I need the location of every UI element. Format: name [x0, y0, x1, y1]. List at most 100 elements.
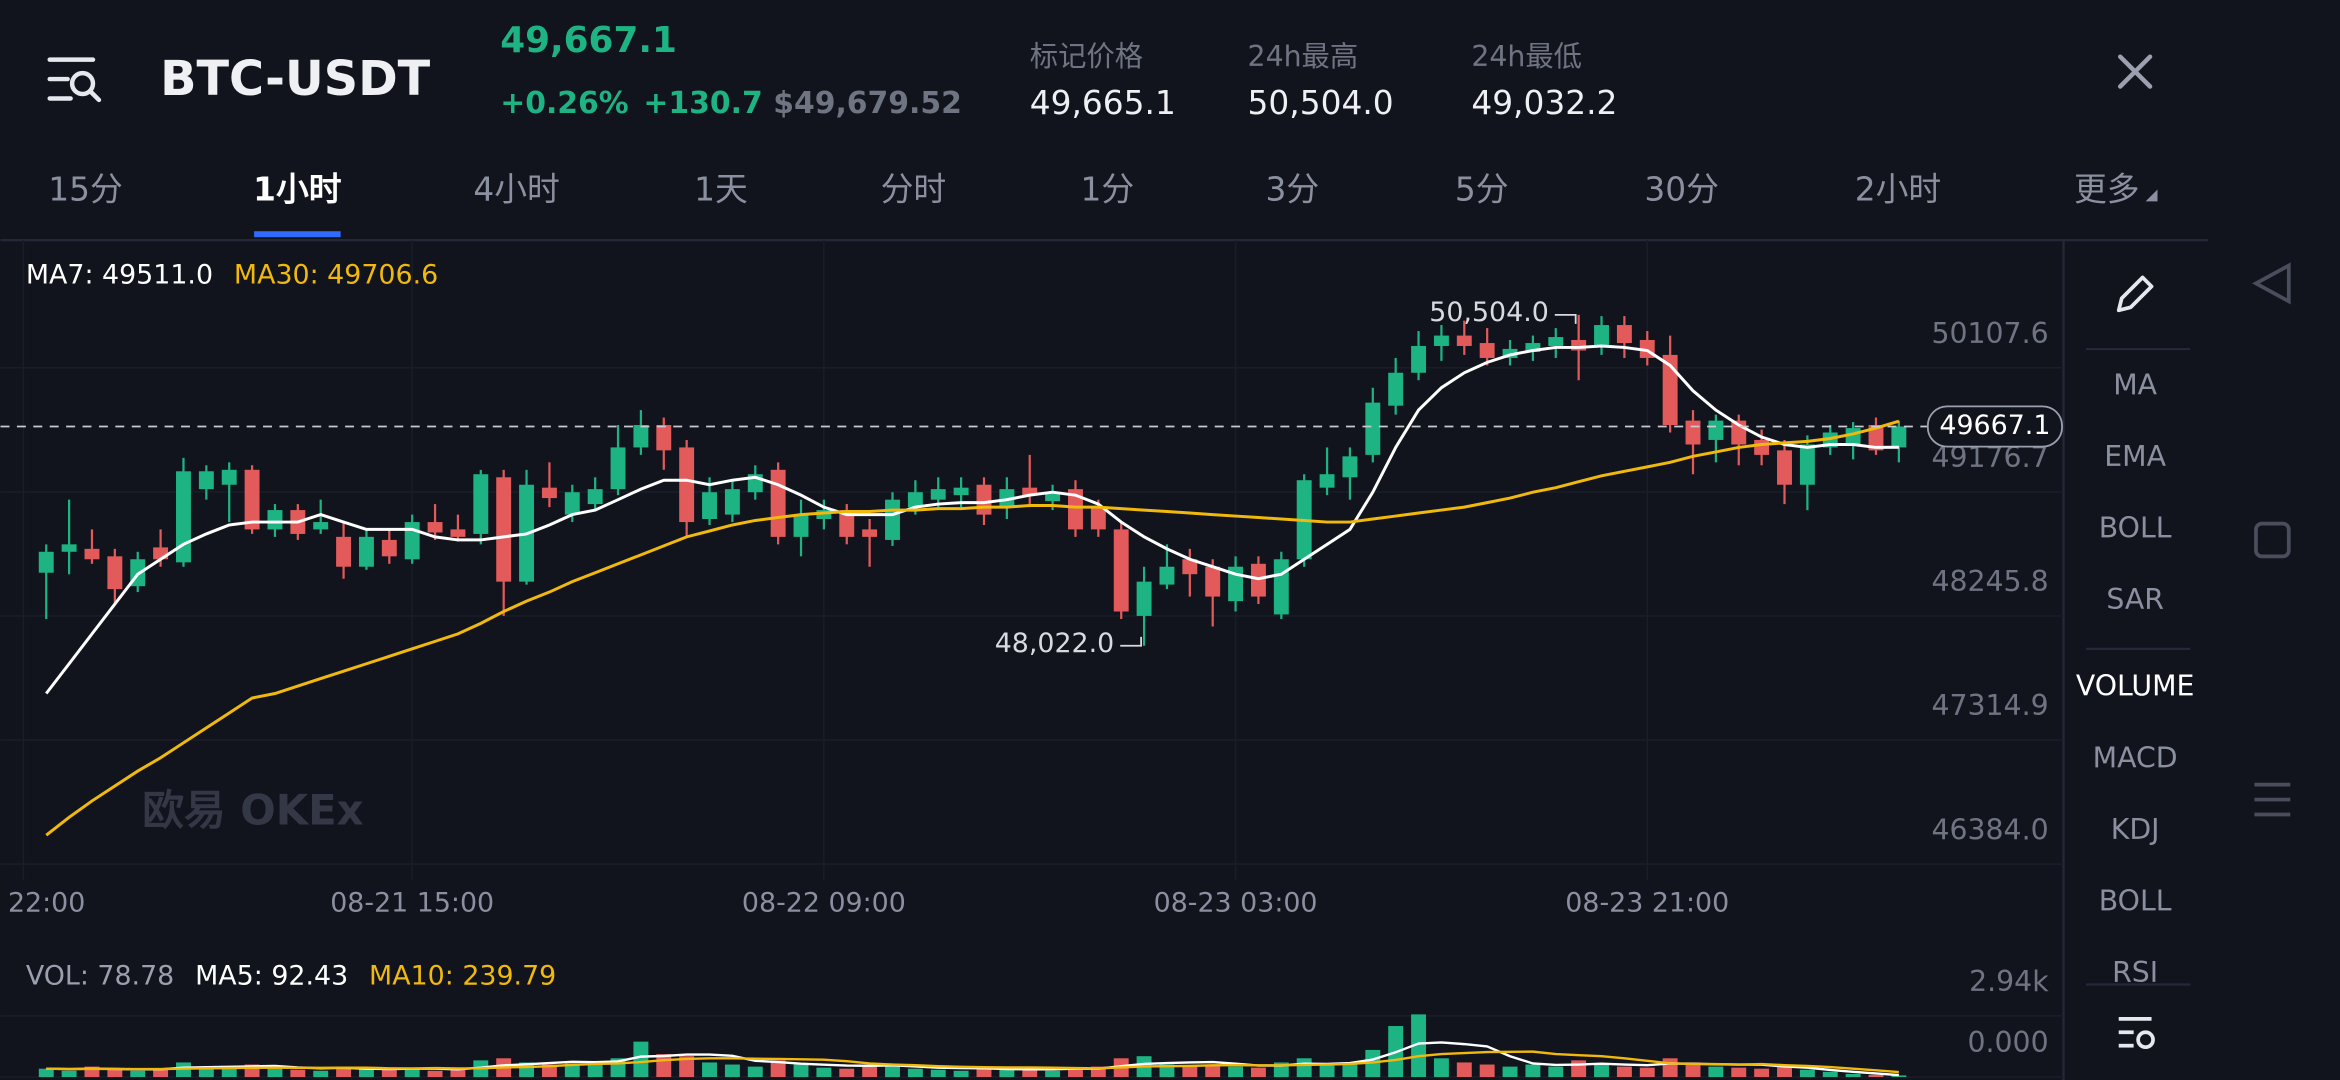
timeframe-tab[interactable]: 分时: [881, 170, 947, 208]
candle-body: [1799, 444, 1815, 485]
volume-bar: [1433, 1058, 1449, 1078]
volume-bar: [702, 1062, 717, 1078]
candle-body: [1045, 492, 1061, 502]
candle-body: [176, 471, 191, 563]
candle-body: [450, 529, 466, 537]
timeframe-tab[interactable]: 15分: [48, 170, 123, 208]
volume-bar: [1822, 1071, 1838, 1078]
candle-body: [38, 551, 54, 573]
volume-bar: [770, 1060, 786, 1078]
volume-bar: [907, 1068, 923, 1078]
volume-bar: [1525, 1064, 1541, 1078]
volume-bar: [656, 1054, 672, 1078]
icon-line: [87, 88, 102, 103]
volume-bar: [358, 1068, 374, 1078]
y-tick-label: 48245.8: [1931, 565, 2048, 598]
candle-body: [816, 510, 832, 520]
indicator-option[interactable]: MACD: [2093, 741, 2178, 774]
indicator-option[interactable]: VOLUME: [2076, 670, 2195, 703]
symbol: BTC-USDT: [160, 52, 431, 107]
volume-bar: [313, 1070, 329, 1078]
timeframe-tab[interactable]: 1分: [1081, 170, 1135, 208]
volume-ma-legend: MA10: 239.79: [369, 961, 556, 992]
volume-bar: [381, 1069, 397, 1078]
candle-body: [1708, 420, 1724, 440]
candle-body: [1456, 335, 1472, 346]
indicator-option[interactable]: RSI: [2112, 956, 2158, 989]
timeframe-tab[interactable]: 1天: [694, 170, 748, 208]
indicator-option[interactable]: KDJ: [2111, 813, 2160, 846]
indicator-option[interactable]: BOLL: [2099, 884, 2172, 917]
settings-icon[interactable]: [2118, 1016, 2155, 1050]
timeframe-tab[interactable]: 更多: [2074, 170, 2140, 208]
volume-bar: [1319, 1064, 1335, 1078]
annotation-label: 50,504.0: [1429, 297, 1549, 328]
nav-home[interactable]: [2254, 521, 2291, 559]
candle-body: [404, 522, 420, 560]
indicator-option[interactable]: BOLL: [2099, 512, 2172, 545]
volume-bar: [1250, 1067, 1266, 1078]
timeframe-tab[interactable]: 1小时: [253, 170, 342, 208]
candle-body: [1319, 474, 1335, 488]
candle-body: [793, 514, 809, 537]
candle-body: [267, 510, 283, 530]
volume-bar: [816, 1067, 832, 1078]
volume-bar: [198, 1066, 214, 1078]
timeframe-tab[interactable]: 4小时: [473, 170, 559, 208]
timeframe-tab[interactable]: 5分: [1455, 170, 1509, 208]
candle-body: [1616, 325, 1632, 344]
indicator-option[interactable]: SAR: [2106, 583, 2164, 616]
candle-body: [1594, 325, 1609, 346]
volume-bar: [1754, 1068, 1770, 1078]
volume-bar: [153, 1068, 169, 1078]
volume-bar: [1228, 1066, 1244, 1078]
change: +130.7: [643, 86, 762, 121]
timeframe-tab[interactable]: 2小时: [1855, 170, 1941, 208]
candle-body: [885, 499, 900, 540]
y-tick-label: 0.000: [1968, 1026, 2049, 1059]
last-price-label: 49667.1: [1939, 410, 2050, 441]
volume-bar: [1182, 1066, 1198, 1078]
candle-body: [1571, 339, 1587, 351]
volume-bar: [1022, 1069, 1038, 1078]
pencil-icon[interactable]: [2116, 275, 2154, 313]
timeframe-tab[interactable]: 30分: [1644, 170, 1719, 208]
indicator-option[interactable]: MA: [2113, 368, 2157, 401]
nav-back[interactable]: [2252, 262, 2291, 305]
icon-path: [2116, 275, 2154, 313]
volume-bar: [1868, 1074, 1884, 1078]
close-button[interactable]: [2117, 54, 2153, 89]
candle-body: [656, 425, 672, 451]
candle-body: [1365, 402, 1381, 455]
x-tick-label: 22:00: [8, 887, 85, 918]
last-price: 49,667.1: [500, 20, 677, 61]
candle-body: [221, 469, 237, 485]
menu-icon[interactable]: [47, 57, 102, 103]
volume-legend: VOL: 78.78: [26, 961, 174, 992]
volume-bar: [1296, 1058, 1312, 1078]
candle-body: [1411, 345, 1427, 373]
indicator-option[interactable]: EMA: [2104, 440, 2166, 473]
volume-bar: [633, 1041, 649, 1078]
volume-bar: [130, 1070, 146, 1078]
volume-bar: [267, 1068, 283, 1078]
candle-body: [976, 484, 992, 515]
ma-line: [45, 419, 1900, 837]
nav-menu[interactable]: [2254, 782, 2291, 817]
candle-body: [358, 536, 374, 567]
tab-underline: [254, 231, 341, 238]
candle-body: [1777, 450, 1792, 485]
volume-bar: [1068, 1067, 1083, 1078]
timeframe-tab[interactable]: 3分: [1265, 170, 1319, 208]
volume-bar: [450, 1069, 466, 1078]
candle-body: [1136, 581, 1152, 616]
volume-bar: [724, 1064, 740, 1078]
candle-body: [427, 522, 443, 533]
volume-bar: [1891, 1075, 1907, 1078]
candle-body: [84, 548, 100, 560]
volume-bar: [1502, 1066, 1518, 1078]
volume-bar: [976, 1067, 992, 1078]
candle-body: [313, 522, 329, 530]
volume-bar: [1045, 1070, 1061, 1078]
